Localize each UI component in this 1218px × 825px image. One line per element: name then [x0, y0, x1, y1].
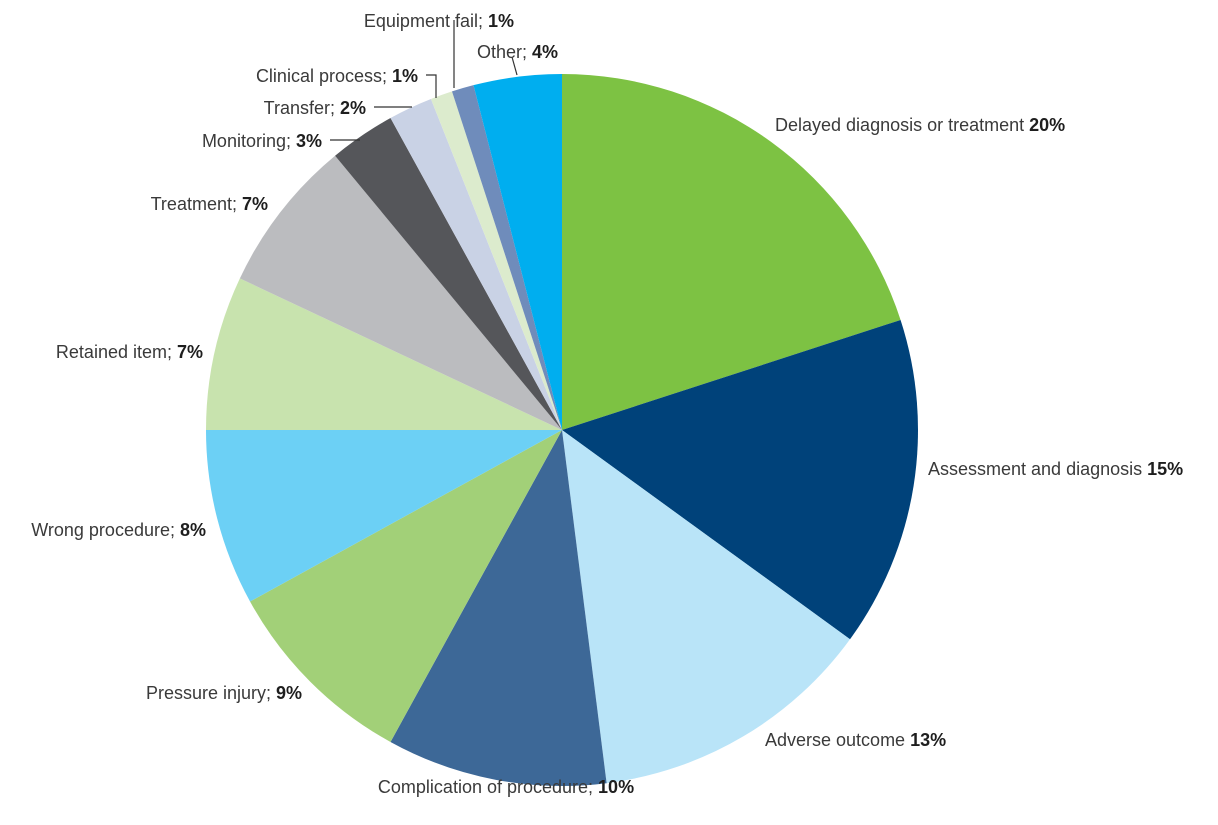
slice-label-name: Pressure injury; [146, 683, 276, 703]
slice-label-name: Assessment and diagnosis [928, 459, 1147, 479]
pie-slice-other [473, 74, 562, 430]
slice-label-value: 7% [177, 342, 203, 362]
slice-label: Adverse outcome 13% [765, 730, 946, 750]
slice-label-value: 4% [532, 42, 558, 62]
slice-label: Pressure injury; 9% [146, 683, 302, 703]
slice-label-value: 7% [242, 194, 268, 214]
pie-slice-adverse-outcome [562, 430, 851, 784]
pie-slice-pressure-injury [250, 430, 562, 742]
pie-slices [206, 74, 919, 786]
slice-label-value: 20% [1029, 115, 1065, 135]
label-leader-lines [330, 20, 518, 141]
slice-label: Transfer; 2% [264, 98, 366, 118]
pie-slice-treatment [239, 155, 562, 430]
slice-label: Equipment fail; 1% [364, 11, 514, 31]
pie-slice-complication-of-procedure [390, 430, 607, 786]
pie-slice-monitoring [335, 118, 562, 430]
slice-label: Treatment; 7% [151, 194, 268, 214]
slice-label: Complication of procedure; 10% [378, 777, 634, 797]
slice-label: Wrong procedure; 8% [31, 520, 206, 540]
slice-label-name: Treatment; [151, 194, 242, 214]
leader-line [426, 74, 437, 98]
leader-line [511, 56, 518, 76]
slice-label-name: Adverse outcome [765, 730, 910, 750]
slice-label-name: Other; [477, 42, 532, 62]
slice-label: Assessment and diagnosis 15% [928, 459, 1183, 479]
slice-label-name: Monitoring; [202, 131, 296, 151]
slice-label-value: 3% [296, 131, 322, 151]
slice-label: Retained item; 7% [56, 342, 203, 362]
slice-labels: Delayed diagnosis or treatment 20% Assess… [31, 11, 1183, 797]
slice-label-name: Delayed diagnosis or treatment [775, 115, 1029, 135]
slice-label-name: Retained item; [56, 342, 177, 362]
slice-label: Delayed diagnosis or treatment 20% [775, 115, 1065, 135]
slice-label-value: 2% [340, 98, 366, 118]
slice-label-value: 15% [1147, 459, 1183, 479]
slice-label: Other; 4% [477, 42, 558, 62]
pie-slice-assessment-and-diagnosis [562, 319, 919, 640]
slice-label-name: Complication of procedure; [378, 777, 598, 797]
slice-label-value: 10% [598, 777, 634, 797]
slice-label-value: 1% [392, 66, 418, 86]
slice-label-name: Transfer; [264, 98, 340, 118]
slice-label-value: 1% [488, 11, 514, 31]
slice-label: Clinical process; 1% [256, 66, 418, 86]
pie-slice-wrong-procedure [206, 430, 562, 602]
slice-label-value: 9% [276, 683, 302, 703]
pie-slice-equipment-fail [451, 85, 562, 431]
pie-slice-clinical-process [430, 91, 562, 431]
slice-label-value: 13% [910, 730, 946, 750]
slice-label-name: Wrong procedure; [31, 520, 180, 540]
slice-label-name: Clinical process; [256, 66, 392, 86]
pie-slice-retained-item [206, 278, 562, 430]
pie-slice-delayed-diagnosis-or-treatment [562, 74, 901, 430]
slice-label-name: Equipment fail; [364, 11, 488, 31]
slice-label: Monitoring; 3% [202, 131, 322, 151]
slice-label-value: 8% [180, 520, 206, 540]
pie-slice-transfer [390, 99, 562, 430]
